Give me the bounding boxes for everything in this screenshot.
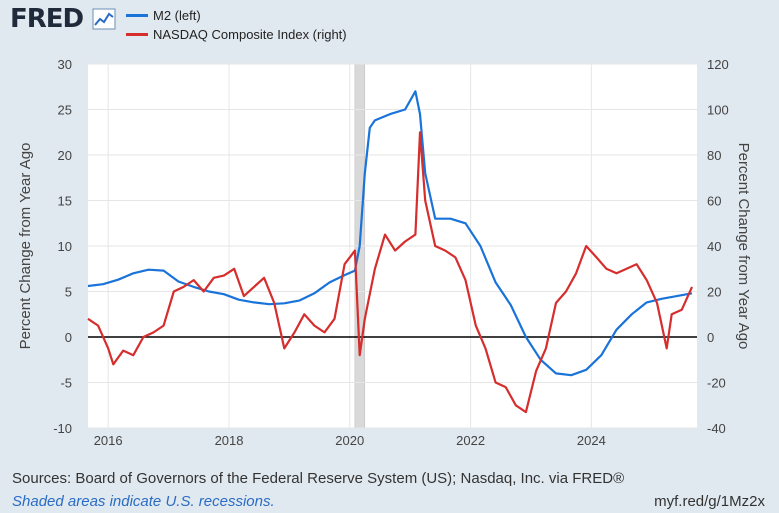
y-right-tick-label: 100 (707, 103, 729, 118)
y-right-tick-label: 40 (707, 239, 721, 254)
y-right-tick-label: 20 (707, 285, 721, 300)
series-line-nasdaq[interactable] (87, 131, 694, 414)
legend-label-nasdaq: NASDAQ Composite Index (right) (153, 27, 347, 42)
y-right-tick-label: 120 (707, 57, 729, 72)
y-right-tick-label: 0 (707, 330, 714, 345)
x-tick-label: 2022 (456, 433, 485, 448)
y-left-axis-label: Percent Change from Year Ago (17, 143, 34, 350)
y-left-tick-label: 5 (65, 285, 72, 300)
y-left-tick-label: -10 (53, 421, 72, 436)
x-tick-label: 2016 (94, 433, 123, 448)
recession-note: Shaded areas indicate U.S. recessions. (12, 493, 275, 510)
y-right-tick-label: 80 (707, 148, 721, 163)
short-url[interactable]: myf.red/g/1Mz2x (654, 493, 765, 510)
y-left-tick-label: 10 (58, 239, 72, 254)
legend-swatch-nasdaq (126, 33, 148, 36)
legend-label-m2: M2 (left) (153, 8, 201, 23)
chart-area[interactable]: -10 -5 0 5 10 15 20 25 30 -40 -20 0 20 40 60 80 100 120 20… (0, 50, 779, 465)
fred-logo[interactable]: FRED (10, 4, 84, 34)
legend-item-nasdaq[interactable]: NASDAQ Composite Index (right) (126, 25, 347, 44)
y-left-tick-label: 20 (58, 148, 72, 163)
y-right-tick-label: -20 (707, 376, 726, 391)
y-left-tick-label: -5 (60, 376, 72, 391)
y-left-tick-label: 25 (58, 103, 72, 118)
legend-item-m2[interactable]: M2 (left) (126, 6, 347, 25)
y-right-axis-label: Percent Change from Year Ago (735, 143, 752, 350)
chart-line-icon (92, 8, 116, 30)
chart-header: FRED M2 (left) NASDAQ Composite Index (r… (0, 0, 779, 50)
source-note: Sources: Board of Governors of the Feder… (12, 470, 625, 487)
legend: M2 (left) NASDAQ Composite Index (right) (126, 6, 347, 44)
x-tick-label: 2018 (215, 433, 244, 448)
y-left-tick-label: 15 (58, 194, 72, 209)
y-right-tick-label: 60 (707, 194, 721, 209)
x-tick-label: 2024 (577, 433, 606, 448)
x-tick-label: 2020 (335, 433, 364, 448)
y-left-tick-label: 0 (65, 330, 72, 345)
legend-swatch-m2 (126, 14, 148, 17)
y-right-tick-label: -40 (707, 421, 726, 436)
y-left-tick-label: 30 (58, 57, 72, 72)
